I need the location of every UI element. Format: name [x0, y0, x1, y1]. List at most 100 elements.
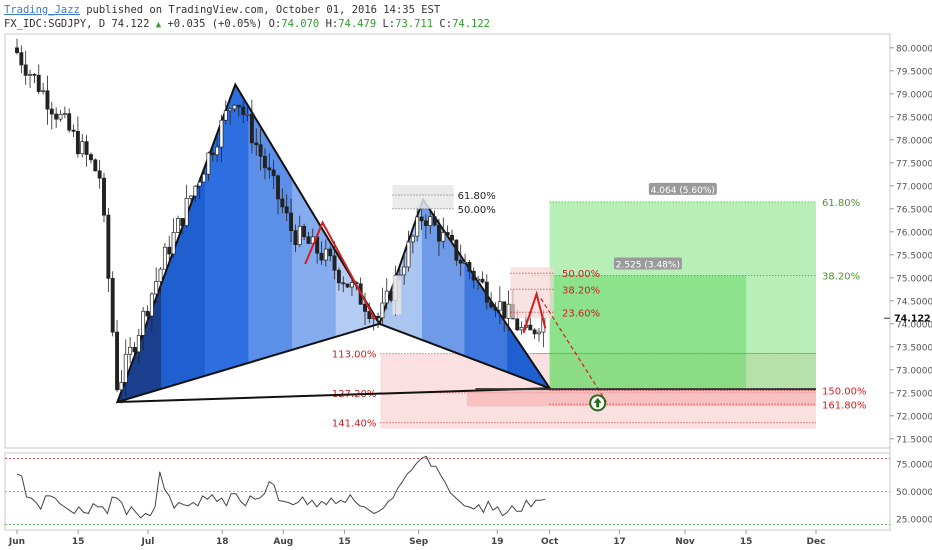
candle-body [276, 175, 280, 200]
candle-body [258, 144, 263, 157]
candle-body [263, 155, 267, 169]
candle-body [41, 90, 46, 93]
target-box-inner [549, 275, 747, 389]
candle-body [532, 329, 537, 335]
y-tick-label: 80.0000 [896, 44, 932, 54]
candle-body [506, 303, 511, 319]
candle-body [189, 195, 193, 199]
y-tick-label: 77.5000 [896, 159, 932, 169]
candle-body [489, 301, 494, 308]
candle-body [123, 353, 128, 383]
candle-body [350, 282, 354, 288]
y-tick-label: 74.0000 [896, 320, 932, 330]
candle-body [437, 224, 441, 242]
candle-body [162, 246, 167, 270]
low-value: 73.711 [395, 18, 434, 30]
up-triangle-icon: ▲ [155, 20, 162, 30]
fib-right-label: 50.00% [562, 269, 600, 280]
candle-body [467, 262, 472, 272]
candle-body [519, 327, 524, 331]
candle-body [15, 47, 19, 53]
candle-body [84, 141, 89, 155]
fib-top-label: 61.80% [458, 191, 496, 202]
candle-body [80, 141, 85, 155]
fib-mid-box [392, 275, 402, 315]
candle-body [306, 236, 311, 244]
candle-body [415, 216, 420, 237]
candle-body [171, 231, 176, 255]
candle-body [323, 248, 328, 261]
measure-badge-inner [613, 257, 682, 270]
candle-body [293, 230, 298, 245]
candle-body [102, 177, 106, 216]
candle-body [389, 290, 394, 301]
stop-level-label: 161.80% [822, 400, 867, 411]
published-text: published on TradingView.com, October 01… [86, 4, 441, 16]
candle-body [223, 110, 228, 121]
x-tick-label: Nov [675, 537, 695, 547]
fib-extension-label: 141.40% [332, 419, 377, 430]
candle-body [289, 212, 294, 231]
x-tick-label: 15 [338, 537, 351, 547]
candle-body [302, 225, 307, 238]
candle-body [328, 248, 333, 257]
candle-body [493, 306, 498, 311]
candle-body [332, 255, 337, 271]
fib-top-box [392, 185, 454, 209]
candle-body [180, 218, 185, 226]
candle-body [54, 113, 59, 120]
author-link[interactable]: Trading_Jazz [4, 4, 80, 16]
candle-body [423, 220, 428, 226]
x-tick-label: 15 [72, 537, 85, 547]
y-tick-label: 76.0000 [896, 228, 932, 238]
candle-body [445, 232, 450, 236]
y-tick-label: 79.5000 [896, 67, 932, 77]
header-line-2: FX_IDC:SGDJPY, D 74.122 ▲ +0.035 (+0.05%… [4, 18, 490, 32]
candle-body [428, 216, 433, 226]
symbol-line: FX_IDC:SGDJPY, D 74.122 [4, 18, 150, 30]
x-tick-label: Sep [409, 537, 429, 547]
oscillator-line [16, 455, 546, 519]
candle-body [88, 154, 93, 161]
stop-level-label: 150.00% [822, 387, 867, 398]
candle-body [454, 239, 459, 261]
candle-body [463, 262, 468, 264]
candle-body [115, 331, 119, 391]
x-tick-label: 17 [613, 537, 626, 547]
candle-body [71, 129, 76, 132]
candle-body [345, 283, 350, 288]
candle-body [19, 52, 24, 66]
candle-body [232, 104, 237, 110]
candle-body [128, 346, 133, 355]
close-label: C: [439, 18, 453, 30]
candle-body [202, 173, 206, 183]
candle-body [167, 246, 172, 255]
candle-body [58, 114, 63, 120]
x-tick-label: Aug [273, 537, 293, 547]
candle-body [45, 90, 50, 110]
candle-body [245, 113, 250, 116]
candle-body [458, 259, 463, 264]
candle-body [23, 64, 28, 76]
y-tick-label: 79.0000 [896, 90, 932, 100]
fib-extension-label: 113.00% [332, 350, 377, 361]
candle-body [319, 252, 324, 261]
candle-body [215, 146, 220, 156]
candle-body [271, 169, 276, 177]
candle-body [93, 159, 98, 172]
candle-body [336, 269, 341, 284]
candle-body [384, 290, 389, 304]
candle-body [267, 167, 272, 171]
oscillator-tick-label: 75.0000 [896, 461, 932, 471]
candle-body [241, 106, 246, 115]
y-tick-label: 77.0000 [896, 182, 932, 192]
y-tick-label: 78.0000 [896, 136, 932, 146]
candle-body [410, 235, 415, 243]
candle-body [497, 301, 502, 311]
candle-body [141, 310, 146, 336]
price-change: +0.035 (+0.05%) [167, 18, 263, 30]
y-tick-label: 74.5000 [896, 297, 932, 307]
fib-top-label: 50.00% [458, 205, 496, 216]
candle-body [502, 301, 507, 319]
